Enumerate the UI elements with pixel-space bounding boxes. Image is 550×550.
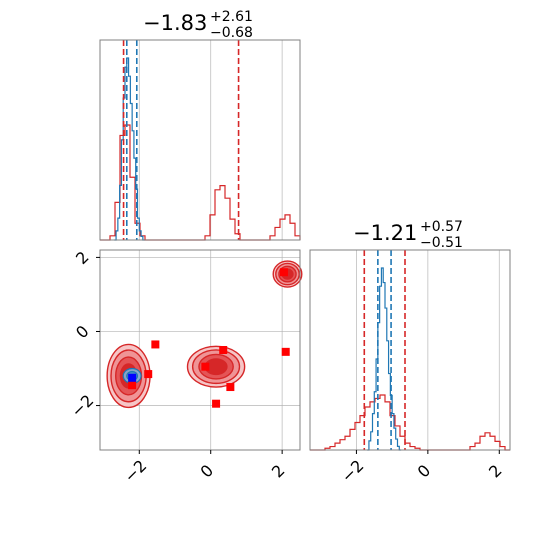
blue-marker <box>128 373 137 382</box>
x-tick-labels: −2 0 2 <box>120 450 289 486</box>
plot-frame <box>309 249 511 451</box>
y-tick-label: −2 <box>67 391 97 421</box>
title-top-lower: −0.68 <box>210 25 253 41</box>
x-tick-label: −2 <box>120 456 150 486</box>
histogram-line <box>100 124 301 241</box>
histogram-series <box>310 267 510 451</box>
x-tick-labels: −2 0 2 <box>337 450 506 486</box>
y-tick-labels: −2 0 2 <box>67 247 100 421</box>
x-tick-label: 0 <box>414 461 435 482</box>
red-marker <box>281 347 290 356</box>
title-right-value: −1.21 <box>353 221 417 245</box>
red-marker <box>212 399 221 408</box>
sample-markers <box>128 268 290 408</box>
x-tick-label: 2 <box>268 461 289 482</box>
histogram-line <box>310 394 510 451</box>
red-marker <box>151 340 160 349</box>
histogram-line <box>114 57 145 241</box>
plot-frame <box>99 249 301 451</box>
grid-lines <box>356 250 500 450</box>
marginal-panel-top <box>99 39 301 241</box>
red-marker <box>201 362 210 371</box>
red-marker <box>128 381 137 390</box>
x-tick-label: 0 <box>197 461 218 482</box>
histogram-series <box>100 57 301 241</box>
x-tick-label: −2 <box>337 456 367 486</box>
y-tick-label: 0 <box>72 322 93 343</box>
red-marker <box>226 383 235 392</box>
quantile-lines <box>122 40 240 240</box>
red-marker <box>219 346 228 354</box>
y-tick-label: 2 <box>72 247 93 268</box>
red-contours <box>106 260 303 409</box>
joint-panel: −2 0 2 −2 0 2 <box>67 247 303 486</box>
title-right-lower: −0.51 <box>420 235 463 251</box>
title-right-upper: +0.57 <box>420 219 463 235</box>
title-right: −1.21 +0.57 −0.51 <box>353 219 463 251</box>
histogram-line <box>367 267 402 451</box>
quantile-lines <box>363 250 406 450</box>
plot-frame <box>99 39 301 241</box>
grid-lines <box>138 40 283 240</box>
marginal-panel-right: −2 0 2 <box>309 249 511 486</box>
title-top-upper: +2.61 <box>210 9 253 25</box>
title-top-value: −1.83 <box>143 11 207 35</box>
x-tick-label: 2 <box>485 461 506 482</box>
red-marker <box>144 370 153 379</box>
title-top: −1.83 +2.61 −0.68 <box>143 9 253 41</box>
red-marker <box>279 268 288 277</box>
